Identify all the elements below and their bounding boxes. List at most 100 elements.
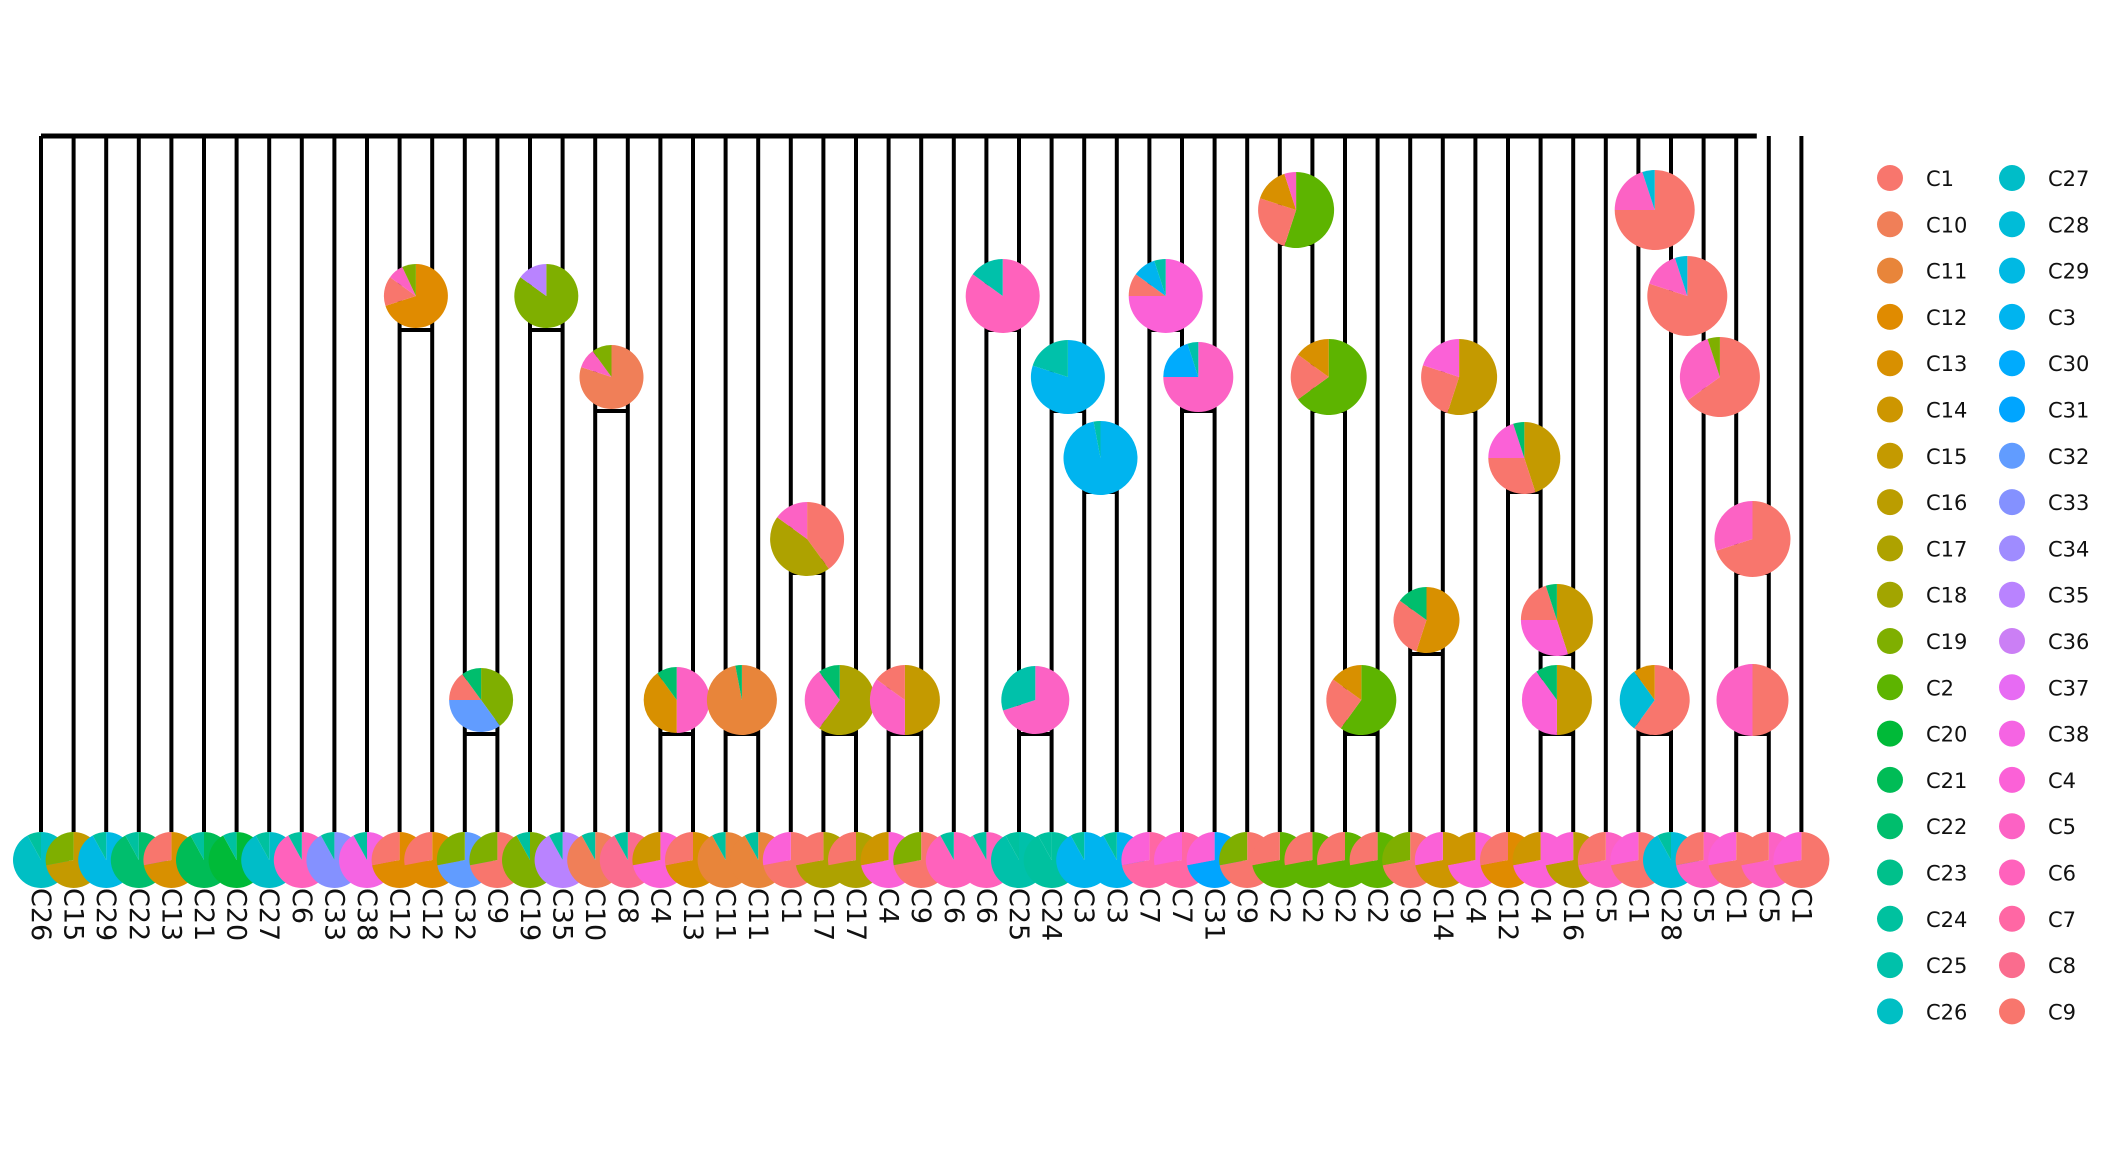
legend-key [1999,396,2025,423]
tip-node-pie-slice [614,832,628,860]
tip-label: C2 [1362,888,1393,924]
legend-label: C18 [1926,584,1967,608]
legend-label: C19 [1926,630,1967,654]
tip-node-pie-slice [795,832,824,866]
internal-node-pie-slice [876,665,905,700]
legend-label: C12 [1926,306,1967,330]
tip-node-pie-slice [404,832,433,866]
tip-label: C4 [873,888,904,924]
legend-label: C20 [1926,723,1967,747]
tip-node-pie-slice [1773,832,1802,866]
internal-node-pie-slice [735,665,742,700]
internal-node-pie-slice [643,673,677,733]
legend-label: C1 [1926,167,1954,191]
tip-node-pie-slice [1773,832,1830,888]
internal-node-pie-slice [770,517,829,577]
tip-node-pie-slice [1284,832,1313,866]
tip-label: C7 [1166,888,1197,924]
legend-label: C35 [2048,584,2089,608]
internal-node-pie [869,665,940,735]
tip-node-pie-slice [371,832,400,866]
tip-node-pie-slice [255,832,270,860]
tip-node-pie-slice [1480,832,1508,866]
internal-node-pie-slice [1002,666,1070,734]
tip-label: C9 [1231,888,1262,924]
legend-key [1877,489,1903,516]
legend-label: C9 [2048,1000,2076,1024]
legend-label: C27 [2048,167,2089,191]
tip-label: C17 [807,888,838,941]
internal-node-pie-slice [1163,343,1199,377]
legend-label: C8 [2048,954,2076,978]
internal-node-pie-slice [1154,259,1166,296]
legend-label: C13 [1926,352,1967,376]
internal-node-pie-slice [1326,679,1362,729]
tip-label: C3 [1101,888,1132,924]
internal-node-pie [449,668,514,732]
internal-node-pie-slice [1634,665,1690,735]
tip-label: C6 [938,888,969,924]
tip-node-pie-slice [1675,832,1704,866]
internal-node-pie [770,502,845,577]
legend-label: C34 [2048,537,2089,561]
tip-label: C12 [416,888,447,941]
legend-key [1999,489,2025,516]
tip-label: C5 [1688,888,1719,924]
legend-key [1999,211,2025,238]
legend-label: C30 [2048,352,2089,376]
legend-label: C15 [1926,445,1967,469]
internal-node-pie-slice [1674,256,1688,296]
internal-node-pie-slice [819,665,840,700]
tip-label: C13 [155,888,186,941]
internal-node-pie-slice [1297,339,1329,377]
legend-label: C7 [2048,908,2076,932]
internal-node-pie-slice [1619,671,1655,729]
tip-node-pie-slice [1251,832,1280,866]
internal-node-pie-slice [1488,423,1525,458]
tip-node-pie-slice [972,832,987,860]
internal-node-pie-slice [1416,587,1460,654]
internal-node-pie-slice [1642,170,1655,210]
tip-label: C11 [710,888,741,941]
legend-label: C4 [2048,769,2076,793]
tip-node-pie-slice [45,832,74,866]
legend-key [1999,674,2025,701]
tip-label: C10 [579,888,610,941]
tip-node-pie-slice [1038,832,1052,860]
internal-node-pie [1679,337,1760,417]
tip-node-pie-slice [516,832,530,860]
legend-label: C25 [1926,954,1967,978]
internal-node-pie-slice [1707,337,1720,377]
tip-label: C5 [1753,888,1784,924]
internal-node-pie-slice [1284,172,1297,210]
tip-label: C4 [1459,888,1490,924]
internal-node-pie-slice [1714,501,1753,551]
internal-node-pie-slice [1399,587,1427,620]
internal-node-pie-slice [449,674,482,700]
legend-label: C24 [1926,908,1967,932]
internal-node-pie-slice [1513,422,1525,458]
internal-node-pie-slice [1393,600,1427,652]
tip-label: C9 [905,888,936,924]
legend-label: C37 [2048,676,2089,700]
internal-node-pie-slice [869,679,905,735]
tip-label: C12 [384,888,415,941]
internal-node-pie-slice [462,668,482,700]
legend-key [1999,720,2025,747]
legend-key [1877,396,1903,423]
legend-key [1877,442,1903,469]
internal-node-pie-slice [1752,664,1789,736]
legend-label: C28 [2048,213,2089,237]
internal-node-pie-slice [807,502,845,569]
legend-label: C6 [2048,862,2076,886]
legend-label: C17 [1926,537,1967,561]
tip-node-pie-slice [1577,832,1606,866]
tip-label: C16 [1557,888,1588,941]
tip-node-pie-slice [288,832,302,860]
legend-key [1999,859,2025,886]
tip-node-pie-slice [581,832,596,860]
internal-node-pie [1716,664,1789,736]
tip-label: C27 [253,888,284,941]
tip-label: C8 [612,888,643,924]
